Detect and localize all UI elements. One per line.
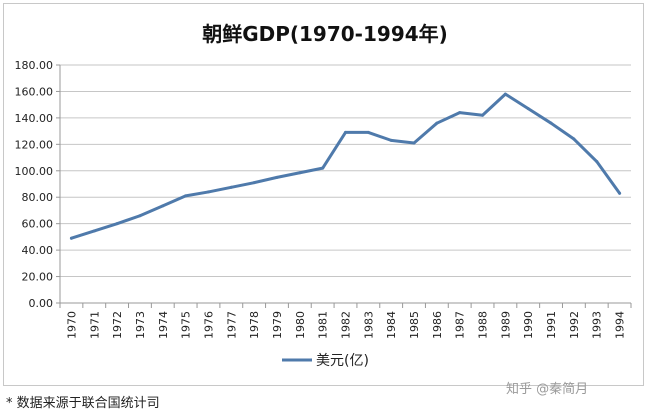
data-point: [69, 236, 73, 240]
x-tick-label: 1979: [271, 311, 284, 339]
data-point: [206, 190, 210, 194]
y-tick-label: 60.00: [22, 218, 54, 231]
axes: [56, 64, 632, 308]
y-tick-label: 0.00: [29, 297, 54, 310]
data-point: [549, 121, 553, 125]
y-tick-label: 80.00: [22, 191, 54, 204]
data-point: [526, 107, 530, 111]
data-point: [458, 111, 462, 115]
x-tick-label: 1987: [454, 311, 467, 339]
x-tick-label: 1980: [294, 311, 307, 339]
x-tick-label: 1978: [248, 311, 261, 339]
y-tick-labels: 0.00 20.00 40.00 60.00 80.00 100.00 120.00 140.…: [15, 59, 54, 310]
data-point: [481, 113, 485, 117]
data-point: [321, 166, 325, 170]
y-tick-label: 180.00: [15, 59, 54, 72]
x-tick-label: 1975: [180, 311, 193, 339]
x-tick-label: 1982: [340, 311, 353, 339]
x-tick-label: 1981: [317, 311, 330, 339]
data-point: [572, 137, 576, 141]
chart-frame: [3, 3, 644, 386]
x-tick-label: 1983: [362, 311, 375, 339]
x-tick-label: 1977: [225, 311, 238, 339]
legend-label: 美元(亿): [316, 353, 369, 369]
x-tick-label: 1994: [614, 311, 627, 339]
y-tick-label: 160.00: [15, 85, 54, 98]
data-point: [229, 185, 233, 189]
x-tick-label: 1976: [202, 311, 215, 339]
data-point: [92, 229, 96, 233]
series-line: [69, 92, 622, 240]
x-tick-label: 1972: [111, 311, 124, 339]
x-tick-label: 1974: [157, 311, 170, 339]
chart-title: 朝鲜GDP(1970-1994年): [202, 22, 448, 46]
data-point: [275, 175, 279, 179]
y-tick-label: 120.00: [15, 138, 54, 151]
y-tick-label: 100.00: [15, 165, 54, 178]
x-tick-label: 1970: [65, 311, 78, 339]
x-tick-label: 1990: [522, 311, 535, 339]
data-point: [366, 130, 370, 134]
data-point: [252, 181, 256, 185]
x-tick-label: 1993: [591, 311, 604, 339]
data-point: [389, 138, 393, 142]
data-point: [412, 141, 416, 145]
data-point: [184, 194, 188, 198]
x-tick-label: 1988: [477, 311, 490, 339]
data-point: [115, 222, 119, 226]
source-footnote: * 数据来源于联合国统计司: [6, 396, 160, 411]
x-tick-label: 1986: [431, 311, 444, 339]
legend: 美元(亿): [282, 353, 369, 369]
data-point: [161, 204, 165, 208]
x-tick-label: 1992: [568, 311, 581, 339]
data-point: [138, 214, 142, 218]
x-tick-label: 1991: [545, 311, 558, 339]
y-tick-label: 20.00: [22, 271, 54, 284]
data-point: [618, 191, 622, 195]
data-point: [298, 171, 302, 175]
x-tick-label: 1984: [385, 311, 398, 339]
data-point: [503, 92, 507, 96]
x-tick-label: 1971: [88, 311, 101, 339]
data-point: [435, 121, 439, 125]
series-layer: [69, 92, 622, 240]
data-point: [595, 160, 599, 164]
gridlines: [60, 64, 631, 278]
watermark: 知乎 @秦简月: [506, 382, 589, 397]
y-tick-label: 140.00: [15, 112, 54, 125]
x-tick-label: 1973: [134, 311, 147, 339]
y-tick-label: 40.00: [22, 244, 54, 257]
x-tick-labels: 1970 1971 1972 1973 1974 1975 1976 1977 1978 1979…: [65, 311, 626, 339]
data-point: [344, 130, 347, 134]
x-tick-label: 1989: [499, 311, 512, 339]
x-tick-label: 1985: [408, 311, 421, 339]
